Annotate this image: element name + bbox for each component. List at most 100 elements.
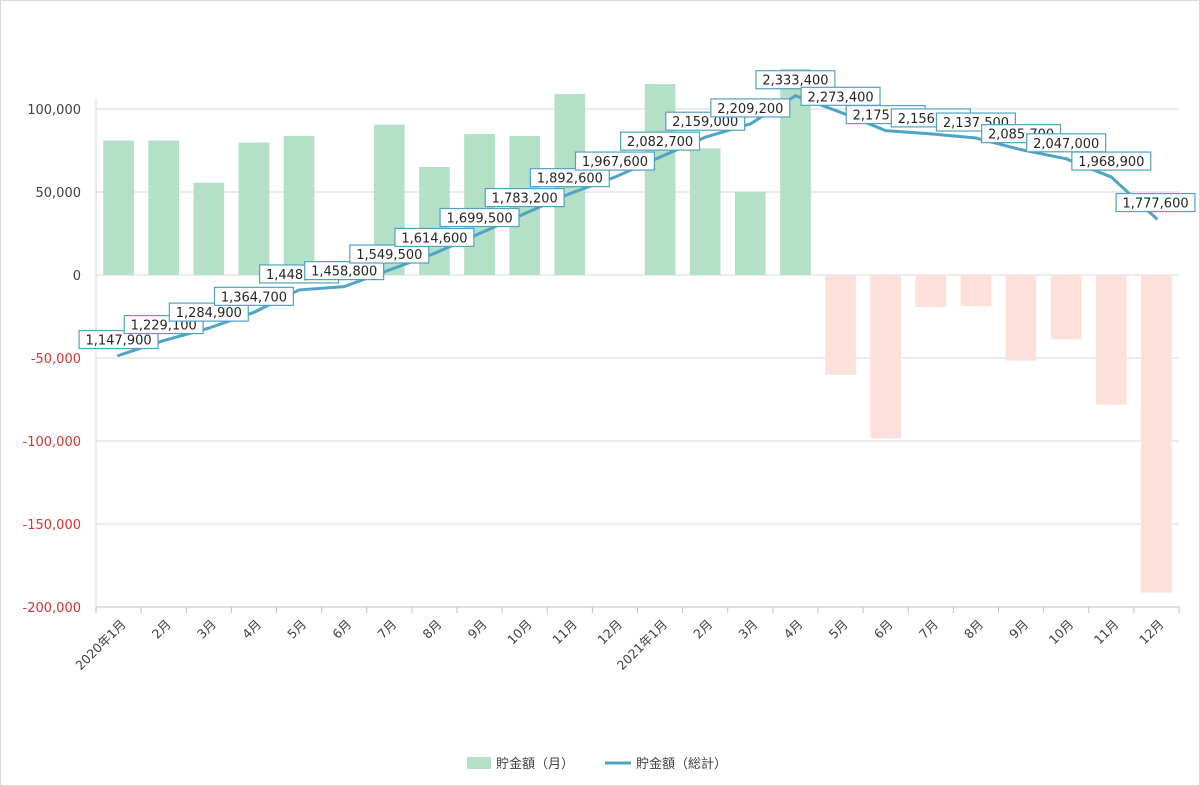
data-label-box	[800, 86, 881, 106]
x-tick-label: 5月	[826, 617, 851, 642]
x-tick-label: 3月	[194, 617, 219, 642]
data-label: 1,699,500	[439, 207, 520, 228]
x-tick-label: 5月	[284, 617, 309, 642]
data-label-box	[1026, 133, 1107, 153]
total-line-point	[387, 268, 391, 272]
monthly-bar	[1005, 275, 1037, 361]
data-label-box	[574, 151, 655, 171]
legend: 貯金額（月） 貯金額（総計）	[467, 756, 727, 772]
data-label: 2,082,700	[620, 131, 701, 151]
total-line-point	[117, 354, 121, 358]
data-label-box	[213, 286, 294, 306]
data-label: 2,333,400	[755, 70, 836, 90]
monthly-bar	[915, 275, 947, 308]
legend-bar-label: 貯金額（月）	[496, 756, 574, 772]
data-label: 1,783,200	[484, 187, 565, 208]
monthly-bar	[103, 140, 134, 275]
x-tick-label: 9月	[465, 617, 490, 642]
data-label: 1,968,900	[1071, 151, 1152, 171]
x-tick-label: 10月	[1046, 617, 1077, 648]
data-label-text: 2,273,400	[807, 90, 873, 105]
data-label: 1,284,900	[168, 302, 249, 322]
monthly-bar	[870, 275, 902, 439]
data-label: 1,892,600	[529, 168, 610, 188]
data-label: 1,458,800	[304, 261, 385, 281]
monthly-bar	[1050, 275, 1082, 340]
total-line-point	[1154, 217, 1158, 221]
x-tick-label: 12月	[594, 617, 625, 648]
data-label-box	[168, 302, 249, 322]
y-tick-label: -150,000	[23, 518, 81, 533]
data-label-text: 2,082,700	[627, 135, 693, 150]
total-line-point	[1109, 175, 1113, 179]
data-label-text: 2,209,200	[717, 102, 783, 117]
total-line-point	[1064, 157, 1068, 161]
y-tick-label: 50,000	[36, 186, 82, 201]
y-tick-label: -100,000	[23, 435, 81, 450]
x-tick-label: 4月	[780, 617, 805, 642]
y-tick-label: 100,000	[27, 103, 81, 118]
x-tick-label: 12月	[1136, 617, 1167, 648]
monthly-bar	[689, 148, 721, 275]
data-label: 1,777,600	[1115, 192, 1196, 213]
data-label-text: 1,549,500	[356, 248, 422, 263]
x-tick-label: 2月	[149, 617, 174, 642]
total-line-point	[568, 192, 572, 196]
data-label-box	[755, 70, 836, 90]
data-labels: 1,147,9001,229,1001,284,9001,364,7001,44…	[78, 70, 1196, 350]
monthly-bar	[825, 275, 856, 375]
total-line-point	[478, 232, 482, 235]
data-label: 2,273,400	[800, 86, 881, 106]
x-tick-label: 2月	[690, 617, 715, 642]
total-line-point	[1019, 148, 1023, 152]
x-tick-label: 9月	[1006, 617, 1031, 642]
data-label-text: 1,968,900	[1078, 155, 1144, 170]
data-label-text: 1,777,600	[1122, 197, 1188, 212]
data-label-text: 2,047,000	[1033, 137, 1099, 152]
x-tick-label: 11月	[1091, 617, 1122, 648]
data-label-text: 1,614,600	[401, 231, 467, 246]
data-label-text: 1,364,700	[221, 290, 287, 305]
data-label-text: 1,967,600	[582, 155, 648, 170]
x-tick-label: 8月	[961, 617, 986, 642]
data-label-text: 2,333,400	[762, 74, 828, 89]
total-line-point	[839, 110, 843, 114]
data-label: 2,209,200	[710, 98, 791, 118]
total-line-point	[432, 251, 436, 255]
total-line-point	[974, 136, 978, 140]
data-label-box	[620, 131, 701, 151]
legend-bar-swatch	[467, 757, 491, 769]
x-tick-label: 7月	[374, 617, 399, 642]
y-tick-label: -200,000	[23, 601, 81, 616]
data-label: 1,614,600	[394, 227, 475, 248]
data-label-text: 1,284,900	[176, 306, 242, 321]
data-label-text: 1,783,200	[492, 192, 558, 207]
x-tick-label: 11月	[549, 617, 580, 648]
total-line-point	[342, 285, 346, 289]
total-line-point	[884, 129, 888, 133]
data-label-box	[349, 244, 430, 264]
monthly-bar	[1141, 275, 1172, 593]
total-line-point	[162, 339, 166, 343]
x-tick-label: 7月	[916, 617, 941, 642]
data-label: 2,047,000	[1026, 133, 1107, 153]
x-tick-label: 10月	[504, 617, 535, 648]
data-label-text: 1,699,500	[446, 212, 512, 227]
data-label-box	[304, 261, 385, 281]
total-line-point	[748, 122, 752, 126]
total-line-point	[523, 212, 527, 216]
data-label-text: 1,458,800	[311, 265, 377, 280]
data-label-text: 2,159,000	[672, 115, 738, 130]
monthly-bar	[960, 275, 992, 307]
data-label: 1,967,600	[574, 151, 655, 171]
x-tick-label: 8月	[419, 617, 444, 642]
data-label-box	[394, 227, 475, 248]
x-tick-label: 3月	[735, 617, 760, 642]
monthly-bar	[238, 142, 270, 275]
x-tick-label: 2020年1月	[72, 617, 128, 673]
total-line-point	[297, 288, 301, 292]
data-label: 1,147,900	[78, 329, 159, 350]
x-tick-label: 6月	[329, 617, 354, 642]
monthly-bar	[148, 140, 180, 275]
